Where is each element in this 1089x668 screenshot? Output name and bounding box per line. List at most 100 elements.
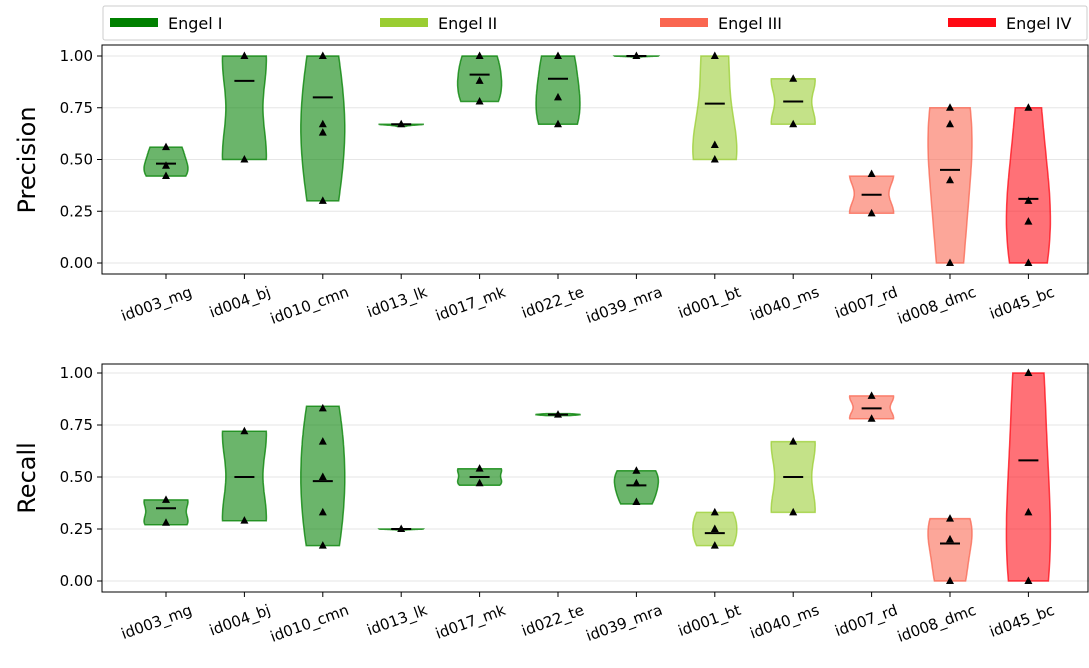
data-point bbox=[710, 155, 719, 163]
x-tick-label: id007_rd bbox=[832, 601, 900, 641]
data-point bbox=[397, 119, 406, 128]
violin-body bbox=[1005, 372, 1052, 582]
violin-body bbox=[535, 55, 581, 126]
data-point bbox=[710, 507, 719, 516]
violin-body bbox=[1005, 107, 1052, 264]
violin-body bbox=[221, 55, 268, 161]
data-point bbox=[867, 169, 876, 177]
data-point bbox=[789, 507, 798, 516]
x-tick-label: id004_bj bbox=[207, 601, 273, 641]
violin-id008_dmc bbox=[927, 103, 973, 266]
data-point bbox=[1024, 258, 1033, 266]
violin-id017_mk bbox=[456, 464, 503, 487]
violin-id003_mg bbox=[143, 142, 189, 180]
x-tick-label: id039_mra bbox=[584, 283, 665, 328]
legend-swatch bbox=[948, 18, 996, 27]
legend-frame bbox=[102, 5, 1088, 41]
data-point bbox=[318, 196, 327, 204]
legend-label: Engel IV bbox=[1006, 14, 1072, 33]
violin-id010_cmn bbox=[300, 403, 346, 549]
data-point bbox=[318, 119, 327, 128]
violin-id013_lk bbox=[378, 119, 424, 128]
x-tick-label: id013_lk bbox=[365, 601, 431, 640]
data-point bbox=[632, 497, 641, 505]
data-point bbox=[789, 74, 798, 82]
violin-id001_bt bbox=[692, 51, 738, 163]
violin-id008_dmc bbox=[927, 514, 973, 584]
data-point bbox=[475, 464, 484, 472]
data-point bbox=[1024, 576, 1033, 584]
violin-id007_rd bbox=[848, 169, 895, 217]
y-tick-label: 0.50 bbox=[60, 151, 93, 169]
data-point bbox=[554, 119, 562, 128]
data-point bbox=[1024, 368, 1033, 376]
data-point bbox=[1024, 217, 1033, 225]
legend-swatch bbox=[110, 18, 158, 27]
data-point bbox=[554, 51, 562, 59]
data-point bbox=[475, 97, 484, 105]
violin-id001_bt bbox=[692, 507, 738, 549]
violin-body bbox=[927, 107, 973, 264]
data-point bbox=[240, 516, 249, 524]
violin-body bbox=[221, 430, 268, 522]
x-tick-label: id010_cmn bbox=[268, 601, 352, 647]
axes-frame bbox=[101, 44, 1089, 275]
data-point bbox=[318, 128, 327, 136]
violin-id039_mra bbox=[612, 51, 661, 59]
data-point bbox=[162, 495, 170, 503]
x-tick-label: id022_te bbox=[519, 283, 587, 323]
y-axis-label: Recall bbox=[13, 442, 41, 514]
y-axis-label: Precision bbox=[13, 106, 41, 213]
data-point bbox=[710, 140, 719, 149]
legend-swatch bbox=[380, 18, 428, 27]
y-tick-label: 0.25 bbox=[60, 202, 93, 220]
data-point bbox=[867, 208, 876, 217]
panel-precision: 0.00 0.25 0.50 0.75 1.00 Precision id003_mg id0… bbox=[13, 44, 1089, 329]
violin-id007_rd bbox=[848, 391, 895, 422]
violin-id004_bj bbox=[221, 51, 268, 163]
data-point bbox=[789, 437, 798, 445]
violin-id022_te bbox=[535, 51, 581, 128]
violin-id017_mk bbox=[456, 51, 503, 105]
violin-id040_ms bbox=[770, 437, 816, 516]
data-point bbox=[710, 524, 719, 532]
y-tick-label: 0.00 bbox=[60, 572, 93, 590]
panel-recall: 0.00 0.25 0.50 0.75 1.00 Recall id003_mg id004_… bbox=[13, 363, 1089, 647]
x-tick-label: id017_mk bbox=[433, 283, 509, 326]
violin-body bbox=[692, 55, 738, 161]
data-point bbox=[397, 524, 406, 532]
data-point bbox=[162, 161, 170, 169]
data-point bbox=[318, 472, 327, 480]
data-point bbox=[475, 478, 484, 487]
data-point bbox=[789, 119, 798, 128]
data-point bbox=[554, 92, 562, 101]
x-tick-label: id045_bc bbox=[987, 601, 1057, 642]
y-tick-label: 0.25 bbox=[60, 520, 93, 538]
y-tick-label: 0.75 bbox=[60, 99, 93, 117]
data-point bbox=[946, 534, 954, 543]
data-point bbox=[240, 426, 249, 435]
y-tick-label: 1.00 bbox=[60, 47, 93, 65]
x-tick-label: id004_bj bbox=[207, 283, 273, 323]
x-tick-label: id010_cmn bbox=[268, 283, 352, 329]
data-point bbox=[240, 155, 249, 163]
x-tick-label: id017_mk bbox=[433, 601, 509, 644]
y-tick-label: 0.00 bbox=[60, 254, 93, 272]
violin-id022_te bbox=[535, 410, 581, 418]
data-point bbox=[946, 175, 954, 184]
legend-swatch bbox=[660, 18, 708, 27]
data-point bbox=[710, 51, 719, 59]
data-point bbox=[162, 518, 170, 526]
data-point bbox=[554, 410, 562, 418]
legend-label: Engel II bbox=[438, 14, 497, 33]
data-point bbox=[632, 478, 641, 487]
violin-id004_bj bbox=[221, 426, 268, 524]
x-tick-label: id001_bt bbox=[676, 601, 744, 641]
data-point bbox=[240, 51, 249, 59]
x-tick-label: id008_dmc bbox=[895, 601, 979, 647]
data-point bbox=[867, 414, 876, 422]
data-point bbox=[867, 391, 876, 399]
legend-label: Engel III bbox=[718, 14, 782, 33]
x-tick-label: id001_bt bbox=[676, 283, 744, 323]
